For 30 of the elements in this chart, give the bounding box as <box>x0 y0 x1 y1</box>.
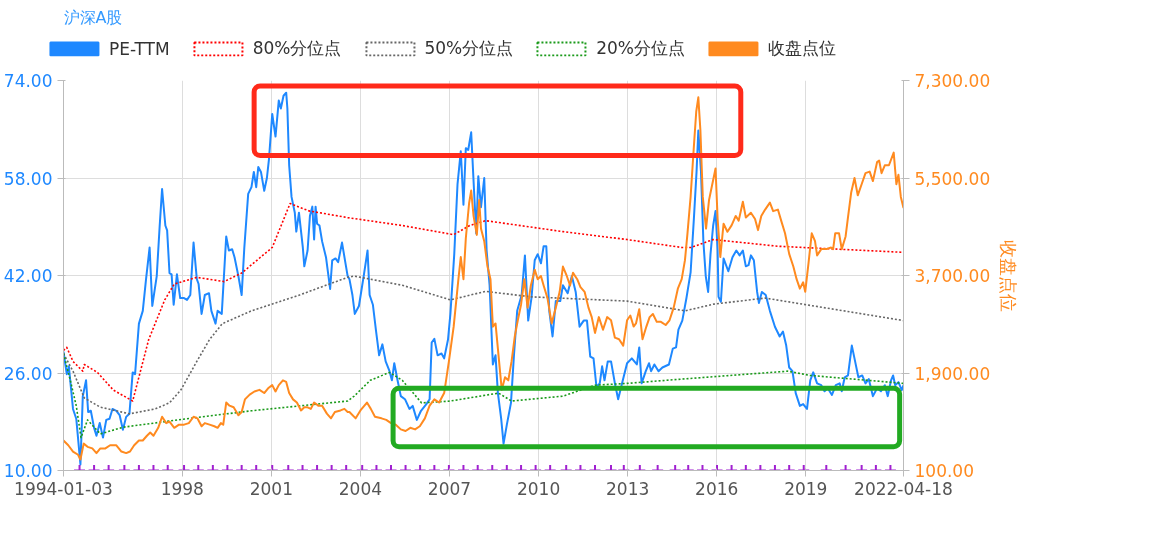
legend-label: 50%分位点 <box>424 36 514 60</box>
x-tick-label: 2010 <box>516 478 561 499</box>
x-tick-label: 2007 <box>427 478 472 499</box>
legend-label: 80%分位点 <box>252 36 342 60</box>
y-tick-label: 42.00 <box>3 266 53 286</box>
x-tick-label: 2004 <box>338 478 383 499</box>
y2-axis-title: 收盘点位 <box>998 239 1020 312</box>
chart-title: 沪深A股 <box>63 7 123 27</box>
legend-label: 20%分位点 <box>596 36 686 60</box>
y2-tick-label: 7,300.00 <box>914 71 991 91</box>
y2-tick-label: 5,500.00 <box>914 168 991 189</box>
y2-tick-label: 3,700.00 <box>914 266 991 286</box>
x-tick-label: 1998 <box>160 478 204 499</box>
y-tick-label: 26.00 <box>3 363 53 384</box>
y2-tick-label: 1,900.00 <box>914 363 991 384</box>
x-tick-label: 2013 <box>606 478 650 499</box>
x-tick-label: 1994-01-03 <box>14 478 113 499</box>
x-tick-label: 2001 <box>249 478 293 499</box>
x-tick-label: 2022-04-18 <box>854 478 953 499</box>
legend-label: PE-TTM <box>108 38 170 58</box>
y2-tick-label: 100.00 <box>914 461 974 481</box>
y-tick-label: 10.00 <box>3 461 53 481</box>
x-tick-label: 2019 <box>784 478 828 499</box>
legend-label: 收盘点位 <box>768 36 837 60</box>
line-series <box>63 275 904 415</box>
y-tick-label: 74.00 <box>3 71 53 91</box>
line-series <box>63 352 904 439</box>
x-tick-label: 2016 <box>695 478 739 499</box>
y-tick-label: 58.00 <box>3 168 53 189</box>
line-series <box>63 202 904 402</box>
